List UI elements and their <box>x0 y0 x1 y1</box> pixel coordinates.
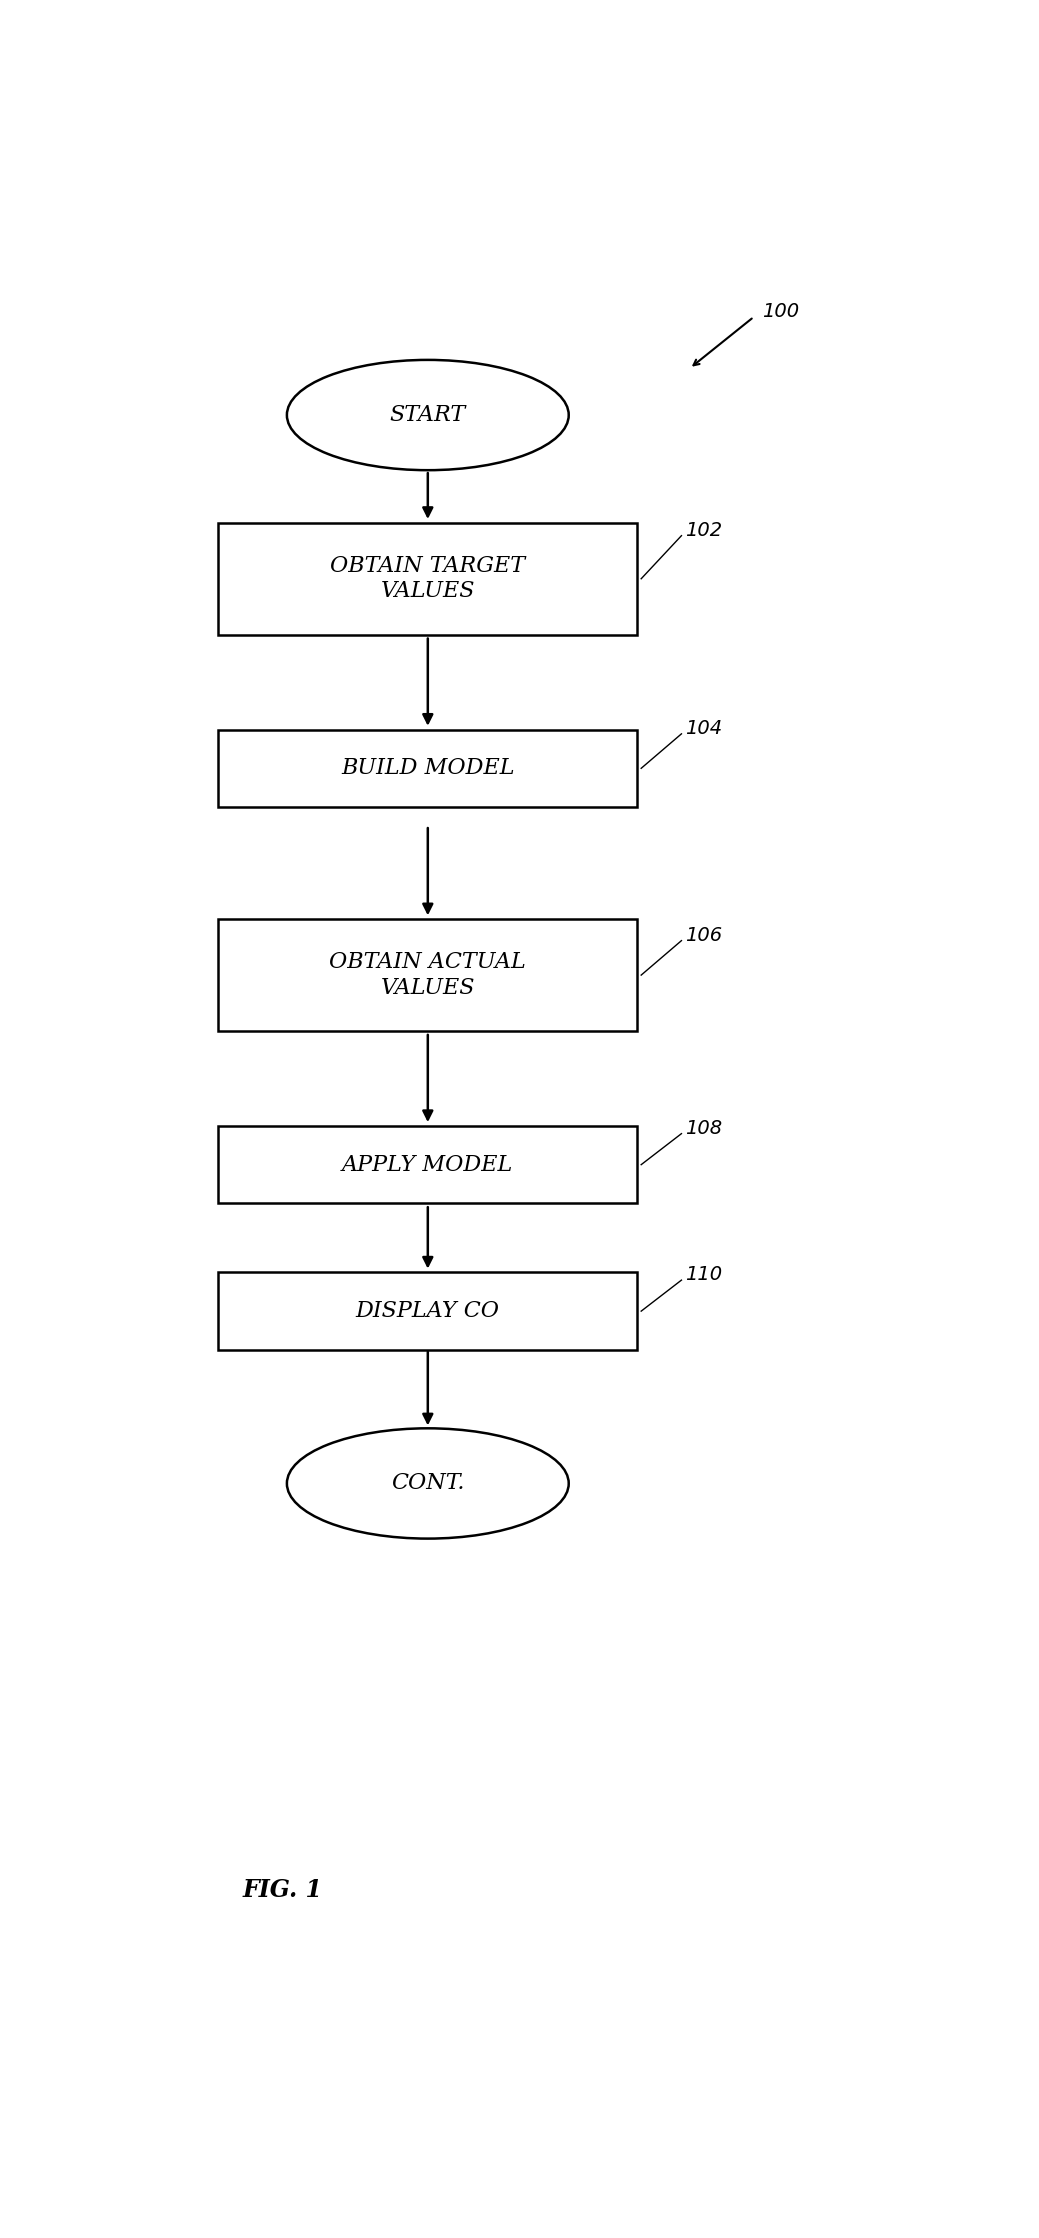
Text: FIG. 1: FIG. 1 <box>243 1878 322 1902</box>
Text: 104: 104 <box>686 718 722 739</box>
Text: 106: 106 <box>686 927 722 944</box>
Text: CONT.: CONT. <box>391 1473 464 1495</box>
Text: BUILD MODEL: BUILD MODEL <box>341 756 514 779</box>
Text: 110: 110 <box>686 1264 722 1285</box>
Text: START: START <box>390 405 465 425</box>
Text: APPLY MODEL: APPLY MODEL <box>342 1153 513 1175</box>
Text: OBTAIN TARGET
VALUES: OBTAIN TARGET VALUES <box>330 555 526 602</box>
Text: OBTAIN ACTUAL
VALUES: OBTAIN ACTUAL VALUES <box>329 951 526 998</box>
Text: 102: 102 <box>686 521 722 539</box>
Text: 100: 100 <box>762 302 799 320</box>
Text: 108: 108 <box>686 1119 722 1137</box>
Text: DISPLAY CO: DISPLAY CO <box>355 1300 500 1323</box>
